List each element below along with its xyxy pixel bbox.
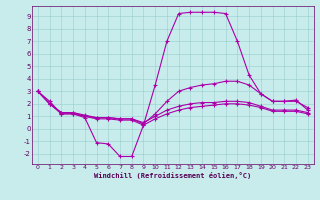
X-axis label: Windchill (Refroidissement éolien,°C): Windchill (Refroidissement éolien,°C) — [94, 172, 252, 179]
